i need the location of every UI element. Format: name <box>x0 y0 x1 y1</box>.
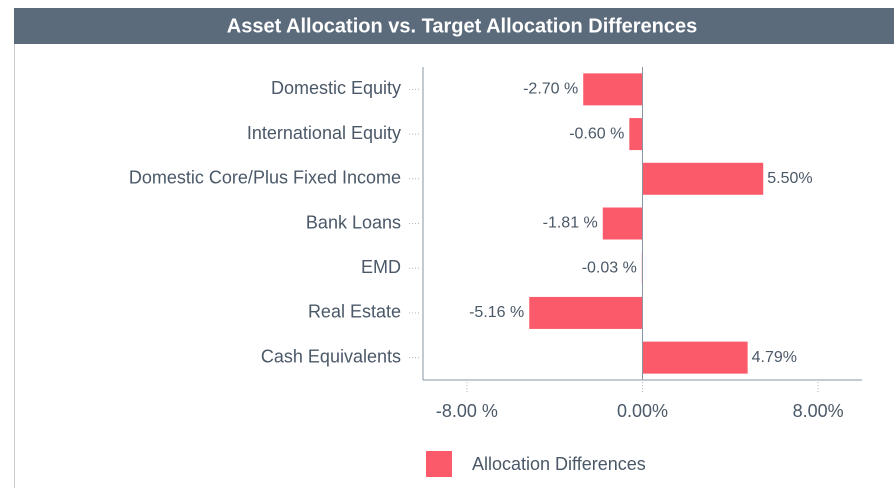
chart-title: Asset Allocation vs. Target Allocation D… <box>227 15 698 37</box>
bar <box>529 296 643 329</box>
value-label: -0.60 % <box>569 125 624 142</box>
bar <box>642 162 764 195</box>
value-label: -2.70 % <box>523 81 578 98</box>
value-label: -0.03 % <box>582 259 637 276</box>
value-label: -5.16 % <box>469 304 524 321</box>
x-tick-label: 8.00% <box>793 401 844 421</box>
value-label: -1.81 % <box>543 215 598 232</box>
y-tick-label: Bank Loans <box>306 212 401 232</box>
x-tick-label: -8.00 % <box>436 401 498 421</box>
bar <box>602 207 643 240</box>
y-tick-label: Domestic Equity <box>271 78 401 98</box>
legend-label: Allocation Differences <box>472 454 646 474</box>
y-tick-label: Real Estate <box>308 302 401 322</box>
value-label: 5.50% <box>767 170 812 187</box>
bar <box>642 341 748 374</box>
value-label: 4.79% <box>752 349 797 366</box>
legend-swatch <box>426 451 452 477</box>
bar <box>583 73 643 106</box>
bar <box>629 118 643 151</box>
y-tick-label: Domestic Core/Plus Fixed Income <box>129 168 401 188</box>
y-tick-label: EMD <box>361 257 401 277</box>
y-tick-label: Cash Equivalents <box>261 346 401 366</box>
title-bar <box>14 8 894 44</box>
y-tick-label: International Equity <box>247 123 401 143</box>
x-tick-label: 0.00% <box>617 401 668 421</box>
